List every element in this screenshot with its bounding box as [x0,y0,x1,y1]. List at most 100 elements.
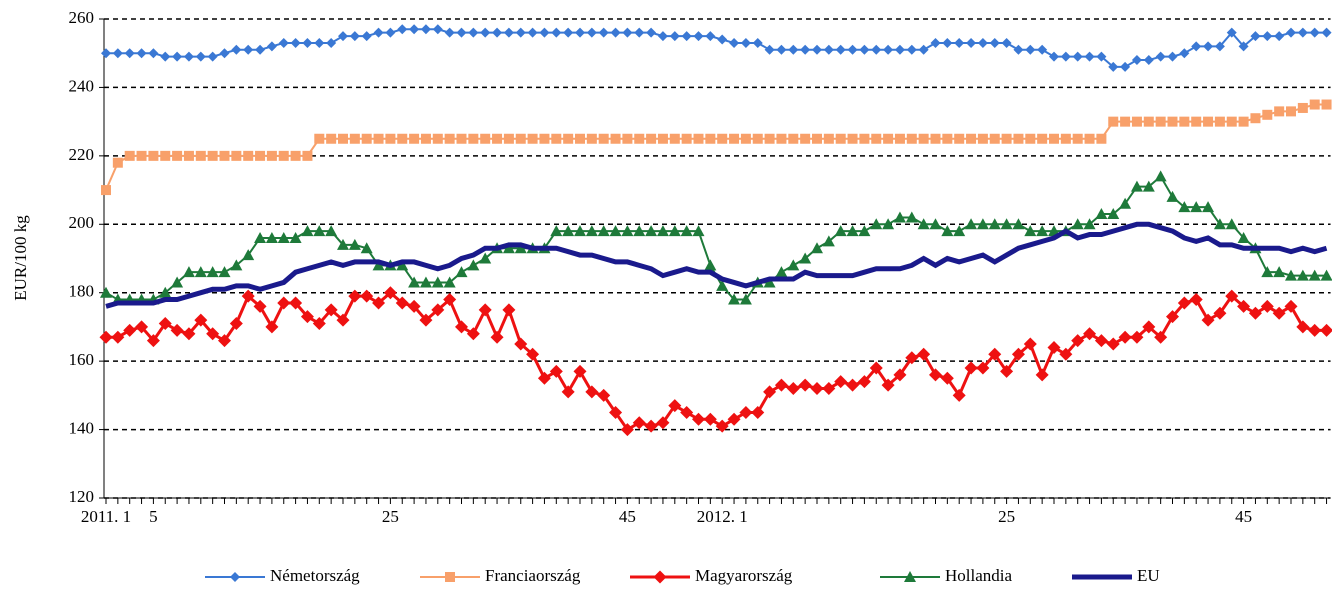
point [455,266,468,278]
point [1203,41,1214,52]
point [324,303,338,317]
point [1179,116,1190,127]
point [172,150,183,161]
point [1272,306,1286,320]
point [348,289,362,303]
point [774,378,788,392]
point [1261,266,1274,278]
point [372,259,385,271]
point [940,371,954,385]
point [976,218,989,230]
point [409,133,420,144]
point [1189,293,1203,307]
point [656,416,670,430]
point [302,37,313,48]
point [1321,99,1332,110]
point [776,133,787,144]
point [337,238,349,250]
point [527,133,538,144]
point [930,133,941,144]
point [1142,320,1156,334]
point [905,351,919,365]
point [657,133,668,144]
point [1108,116,1119,127]
point [278,150,289,161]
point [894,133,905,144]
point [822,382,836,396]
point [846,378,860,392]
point [443,293,457,307]
point [1214,41,1225,52]
point [822,235,835,247]
point [610,27,621,38]
point [810,382,824,396]
point [1013,44,1024,55]
point [646,27,657,38]
point [622,27,633,38]
point [597,225,610,237]
point [681,133,692,144]
point [800,44,811,55]
point [859,133,870,144]
point [241,289,255,303]
point [800,133,811,144]
point [976,361,990,375]
point [692,225,705,237]
point [1012,218,1025,230]
point [467,259,480,271]
point [111,330,125,344]
point [1095,208,1108,220]
point [136,48,147,59]
point [728,293,741,305]
point [182,327,196,341]
point [326,133,337,144]
point [561,385,575,399]
point [918,133,929,144]
point [1024,225,1037,237]
point [148,48,159,59]
point [243,44,254,55]
point [336,313,350,327]
point [218,334,231,348]
y-axis-label: EUR/100 kg [11,215,30,301]
point [160,51,171,62]
point [551,133,562,144]
point [573,364,587,378]
point [1225,218,1238,230]
point [480,133,491,144]
point [823,44,834,55]
point [1060,133,1071,144]
point [1214,116,1225,127]
point [1072,133,1083,144]
point [776,44,787,55]
point [609,405,623,419]
point [361,133,372,144]
point [705,31,716,42]
point [431,303,445,317]
point [1154,330,1168,344]
point [563,133,574,144]
point [182,266,195,278]
point [385,27,396,38]
point [585,225,598,237]
legend-label: Franciaország [485,566,581,585]
point [988,347,1002,361]
point [989,133,1000,144]
point [668,225,681,237]
point [1035,368,1049,382]
point [764,44,775,55]
point [158,317,172,331]
point [360,289,374,303]
point [206,327,220,341]
point [1094,334,1108,348]
point [219,150,230,161]
point [717,34,728,45]
point [954,37,965,48]
point [812,44,822,55]
point [266,41,277,52]
point [277,231,290,243]
point [171,276,184,288]
point [775,266,788,278]
point [432,24,443,35]
point [917,218,930,230]
